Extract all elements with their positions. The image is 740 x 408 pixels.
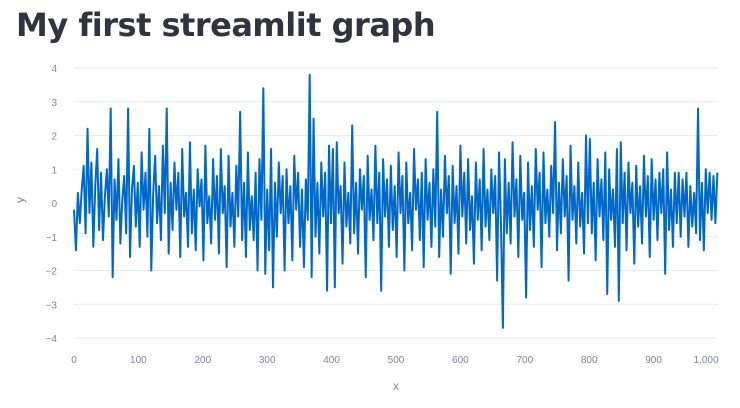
y-tick-label: 3 <box>51 98 57 109</box>
x-axis-label: x <box>393 379 399 393</box>
x-tick-label: 1,000 <box>693 355 718 366</box>
series-layer <box>73 73 719 329</box>
x-tick-label: 900 <box>645 355 662 366</box>
y-tick-label: −3 <box>46 300 58 311</box>
x-tick-label: 800 <box>581 355 598 366</box>
y-tick-label: −2 <box>46 267 58 278</box>
line-chart[interactable]: −4 −3 −2 −1 0 1 2 3 4 0 100 200 300 400 500 600 700 800 9… <box>0 56 740 403</box>
y-tick-label: 1 <box>51 165 57 176</box>
y-tick-label: −4 <box>46 334 58 345</box>
y-tick-label: −1 <box>46 233 58 244</box>
x-tick-label: 0 <box>71 355 77 366</box>
chart-svg[interactable]: −4 −3 −2 −1 0 1 2 3 4 0 100 200 300 400 500 600 700 800 9… <box>0 56 740 403</box>
x-tick-label: 100 <box>130 355 147 366</box>
y-tick-label: 0 <box>51 199 57 210</box>
y-tick-label: 2 <box>51 132 57 143</box>
x-tick-label: 400 <box>323 355 340 366</box>
y-tick-label: 4 <box>51 64 57 75</box>
series-line <box>73 73 719 329</box>
y-axis-ticks: −4 −3 −2 −1 0 1 2 3 4 <box>46 64 58 345</box>
x-tick-label: 700 <box>516 355 533 366</box>
y-axis-label: y <box>13 197 27 203</box>
x-tick-label: 600 <box>452 355 469 366</box>
x-tick-label: 200 <box>194 355 211 366</box>
page-title: My first streamlit graph <box>16 6 436 44</box>
x-axis-ticks: 0 100 200 300 400 500 600 700 800 900 1,000 <box>71 355 719 366</box>
x-tick-label: 300 <box>259 355 276 366</box>
x-tick-label: 500 <box>388 355 405 366</box>
